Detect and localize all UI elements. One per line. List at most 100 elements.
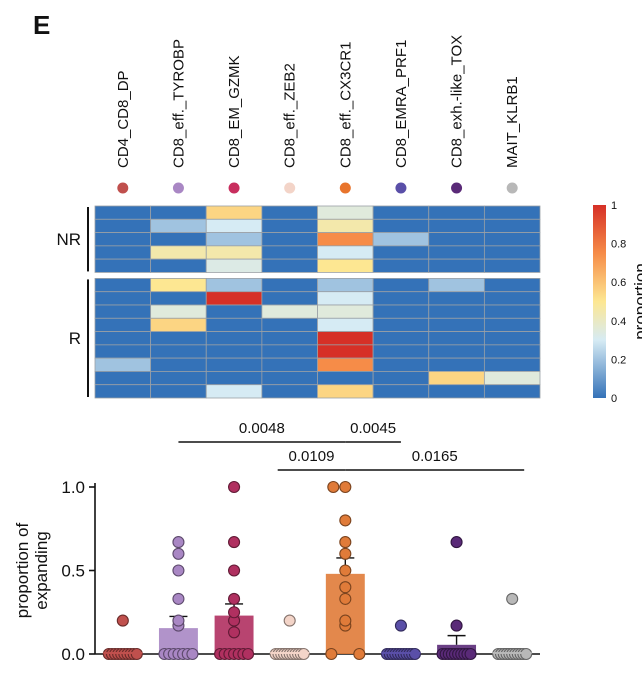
heatmap-cell: [206, 233, 262, 246]
heatmap-cell: [151, 233, 207, 246]
heatmap-cell: [206, 318, 262, 331]
column-label: CD8_eff._TYROBP: [170, 39, 187, 168]
heatmap-cell: [206, 371, 262, 384]
column-color-dot: [229, 183, 240, 194]
heatmap-cell: [95, 206, 151, 219]
heatmap-cell: [95, 219, 151, 232]
data-point: [284, 615, 295, 626]
heatmap-cell: [151, 332, 207, 345]
significance-pvalue: 0.0165: [412, 448, 458, 465]
heatmap-cell: [151, 318, 207, 331]
heatmap-cell: [484, 385, 540, 398]
heatmap-cell: [151, 371, 207, 384]
column-label: CD4_CD8_DP: [115, 70, 132, 168]
colorbar: 1 0.8 0.6 0.4 0.2 0 proportion: [593, 200, 642, 405]
heatmap-cell: [262, 246, 318, 259]
data-point: [340, 593, 351, 604]
data-point: [395, 620, 406, 631]
column-label: MAIT_KLRB1: [504, 76, 521, 168]
heatmap-cell: [318, 219, 374, 232]
figure-canvas: E CD4_CD8_DP CD8_eff._TYROBP CD8_EM_GZMK CD…: [0, 0, 642, 676]
data-point: [326, 649, 337, 660]
data-point: [340, 615, 351, 626]
heatmap-cell: [151, 246, 207, 259]
data-point: [328, 482, 339, 493]
heatmap-cell: [262, 206, 318, 219]
column-color-dot: [507, 183, 518, 194]
heatmap-cell: [429, 332, 485, 345]
heatmap-cell: [484, 318, 540, 331]
data-point: [340, 482, 351, 493]
data-point: [229, 565, 240, 576]
heatmap-cell: [262, 385, 318, 398]
heatmap-cell: [206, 278, 262, 291]
heatmap-cell: [151, 358, 207, 371]
column-color-dot: [117, 183, 128, 194]
heatmap-cell: [206, 345, 262, 358]
heatmap-cell: [262, 305, 318, 318]
heatmap-cell: [484, 278, 540, 291]
heatmap-cell: [318, 345, 374, 358]
heatmap-cell: [95, 385, 151, 398]
data-point: [451, 620, 462, 631]
significance-pvalue: 0.0045: [350, 420, 396, 437]
heatmap-cell: [484, 219, 540, 232]
heatmap-cell: [429, 292, 485, 305]
heatmap-cell: [373, 305, 429, 318]
data-point: [465, 649, 476, 660]
heatmap-cell: [373, 206, 429, 219]
heatmap-cell: [429, 371, 485, 384]
heatmap-cell: [262, 371, 318, 384]
heatmap-cell: [151, 206, 207, 219]
column-label: CD8_exh.-like_TOX: [449, 35, 466, 168]
heatmap-cell: [206, 305, 262, 318]
heatmap-cell: [484, 332, 540, 345]
data-point: [340, 582, 351, 593]
heatmap-cell: [373, 332, 429, 345]
heatmap: [95, 206, 540, 398]
heatmap-cell: [151, 385, 207, 398]
colorbar-tick-label: 0.4: [611, 316, 626, 328]
bar-chart: 0.0 0.5 1.0 proportion ofexpanding: [13, 478, 540, 664]
heatmap-cell: [95, 345, 151, 358]
heatmap-cell: [373, 358, 429, 371]
heatmap-cell: [429, 259, 485, 272]
data-point: [117, 615, 128, 626]
y-tick-label: 0.0: [61, 645, 85, 664]
heatmap-cell: [484, 259, 540, 272]
heatmap-cell: [151, 259, 207, 272]
heatmap-cell: [206, 292, 262, 305]
column-color-dot: [173, 183, 184, 194]
group-label: NR: [56, 230, 81, 249]
heatmap-cell: [373, 233, 429, 246]
heatmap-cell: [429, 246, 485, 259]
heatmap-cell: [206, 246, 262, 259]
heatmap-cell: [206, 385, 262, 398]
heatmap-cell: [429, 345, 485, 358]
heatmap-cell: [262, 278, 318, 291]
column-label: CD8_EMRA_PRF1: [393, 40, 410, 168]
colorbar-tick-label: 0.2: [611, 354, 626, 366]
heatmap-cell: [262, 318, 318, 331]
heatmap-cell: [484, 345, 540, 358]
heatmap-cell: [262, 358, 318, 371]
data-point: [229, 537, 240, 548]
column-labels: CD4_CD8_DP CD8_eff._TYROBP CD8_EM_GZMK CD8_…: [115, 35, 521, 168]
heatmap-cell: [318, 206, 374, 219]
heatmap-cell: [484, 246, 540, 259]
y-axis-title: proportion ofexpanding: [13, 522, 51, 618]
group-label: R: [69, 329, 81, 348]
heatmap-cell: [95, 332, 151, 345]
heatmap-cell: [206, 358, 262, 371]
heatmap-cell: [262, 292, 318, 305]
heatmap-cell: [318, 358, 374, 371]
column-color-dot: [395, 183, 406, 194]
heatmap-cell: [151, 278, 207, 291]
heatmap-cell: [373, 385, 429, 398]
heatmap-cell: [151, 305, 207, 318]
colorbar-tick-label: 0.8: [611, 239, 626, 251]
heatmap-cell: [429, 233, 485, 246]
heatmap-cell: [95, 292, 151, 305]
data-point: [229, 593, 240, 604]
heatmap-cell: [262, 219, 318, 232]
